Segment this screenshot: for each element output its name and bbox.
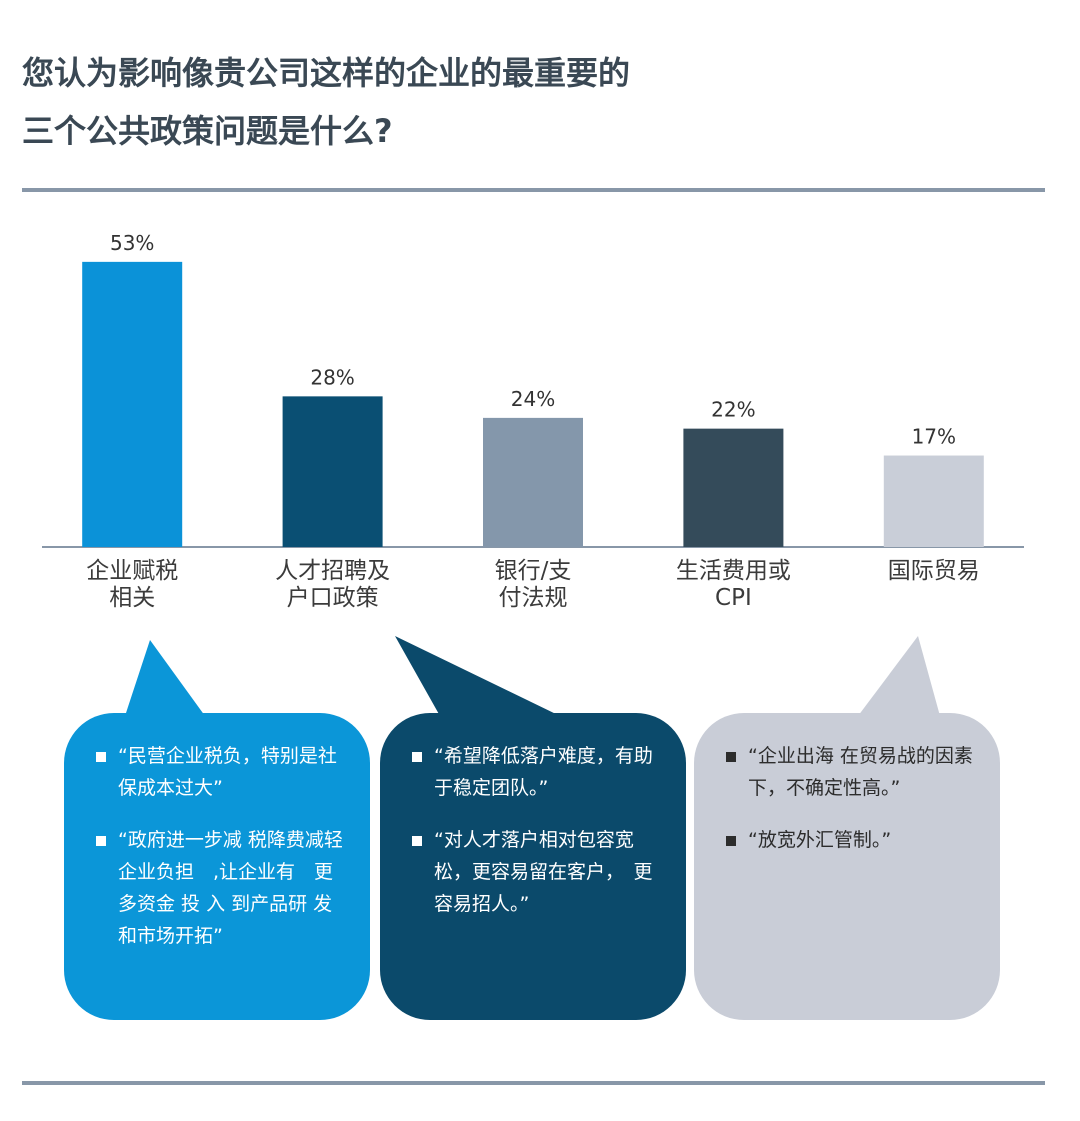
value-label: 24% [511, 387, 555, 411]
callout-pointer [125, 640, 205, 716]
callout-text: “民营企业税负，特别是社保成本过大” “政府进一步减 税降费减轻企业负担 ,让企业… [96, 740, 348, 972]
callout-item: “民营企业税负，特别是社保成本过大” [96, 740, 348, 804]
value-label: 22% [711, 398, 755, 422]
bar [483, 417, 583, 547]
callout-box [64, 713, 370, 1020]
bar [282, 396, 383, 547]
callout-item: “政府进一步减 税降费减轻企业负担 ,让企业有 更 多资金 投 入 到产品研 发… [96, 824, 348, 952]
value-label: 53% [110, 231, 154, 255]
bar [82, 261, 183, 547]
x-tick-label: 国际贸易 [887, 558, 980, 584]
callout-item: “企业出海 在贸易战的因素下，不确定性高。” [726, 740, 978, 804]
x-tick-label: 银行/支 付法规 [494, 558, 572, 611]
callout-item: “对人才落户相对包容宽松，更容易留在客户， 更容易招人。” [412, 824, 664, 920]
callout-box [694, 713, 1000, 1020]
value-label: 17% [912, 425, 956, 449]
callout-box [380, 713, 686, 1020]
callout-text: “希望降低落户难度，有助于稳定团队。” “对人才落户相对包容宽松，更容易留在客户，… [412, 740, 664, 940]
chart-title: 您认为影响像贵公司这样的企业的最重要的 三个公共政策问题是什么? [22, 54, 631, 150]
x-tick-label: 企业赋税 相关 [86, 558, 179, 611]
callout-pointer [858, 636, 940, 716]
callout-item: “放宽外汇管制。” [726, 824, 978, 856]
callout-pointer [395, 636, 560, 716]
x-tick-label: 人才招聘及 户口政策 [275, 558, 391, 611]
bar [683, 428, 784, 547]
callout-item: “希望降低落户难度，有助于稳定团队。” [412, 740, 664, 804]
x-tick-label: 生活费用或 CPI [675, 558, 791, 611]
value-label: 28% [310, 365, 354, 389]
bar [883, 455, 984, 547]
callout-text: “企业出海 在贸易战的因素下，不确定性高。” “放宽外汇管制。” [726, 740, 978, 876]
